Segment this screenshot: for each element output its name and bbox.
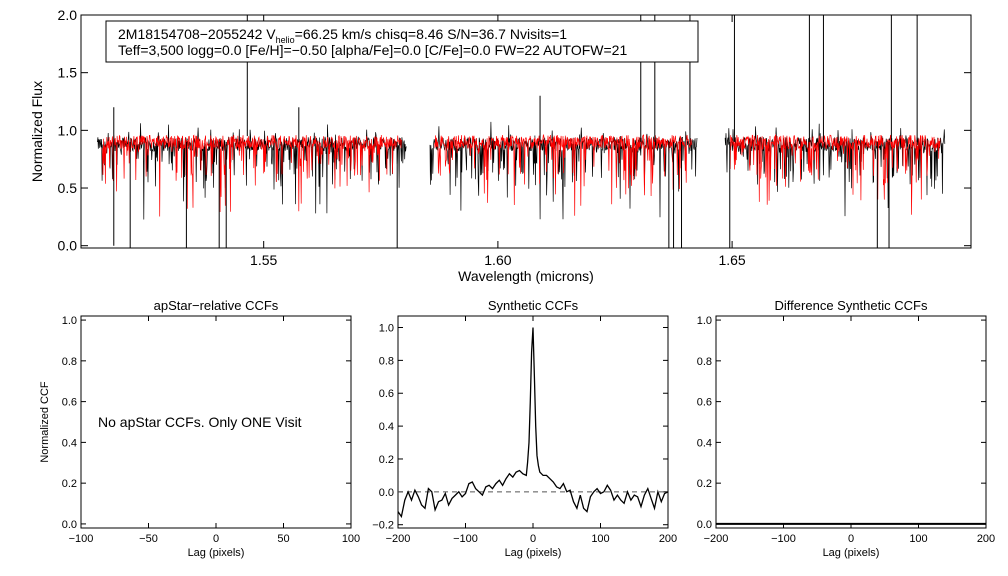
x-tick-label: 100 (591, 533, 609, 545)
annotation-line-2: Teff=3,500 logg=0.0 [Fe/H]=−0.50 [alpha/… (118, 42, 627, 58)
y-tick-label: 0.0 (697, 519, 712, 531)
y-tick-label: 0.2 (379, 454, 394, 466)
y-tick-label: −0.2 (372, 520, 394, 532)
annotation-line-1: 2M18154708−2055242 Vhelio=66.25 km/s chi… (118, 26, 567, 45)
y-tick-label: 0.8 (697, 356, 712, 368)
y-tick-label: 0.4 (62, 437, 77, 449)
x-tick-label: 0 (213, 533, 219, 545)
no-ccf-message: No apStar CCFs. Only ONE Visit (98, 414, 302, 430)
y-tick-label: 1.0 (58, 122, 78, 138)
x-tick-label: 200 (977, 533, 995, 545)
y-tick-label: 0.0 (62, 519, 77, 531)
annotation-stats: =66.25 km/s chisq=8.46 S/N=36.7 Nvisits=… (295, 26, 568, 42)
y-tick-label: 0.2 (62, 478, 77, 490)
y-tick-label: 0.6 (379, 388, 394, 400)
x-tick-label: 0 (530, 533, 536, 545)
x-axis-label: Wavelength (microns) (458, 268, 594, 284)
synthetic-spectrum-series (101, 133, 941, 217)
y-tick-label: 2.0 (58, 7, 78, 23)
y-axis-label: Normalized CCF (39, 381, 51, 463)
x-tick-label: −50 (139, 533, 158, 545)
x-tick-label: 1.65 (718, 252, 745, 268)
synthetic-spectrum-line (729, 133, 941, 215)
x-tick-label: −100 (771, 533, 796, 545)
y-tick-label: 0.4 (697, 437, 712, 449)
y-tick-label: 0.0 (379, 487, 394, 499)
annotation-box (105, 20, 699, 63)
x-tick-label: −100 (69, 533, 94, 545)
x-tick-label: −200 (386, 533, 411, 545)
difference-ccf-panel: −200 −100 0 100 200 0.0 0.2 0.4 0.6 0.8 1.0 Lag (pi… (697, 298, 995, 559)
x-axis-label: Lag (pixels) (505, 547, 562, 559)
spectrum-plot-area (97, 15, 946, 248)
synthetic-spectrum-line (101, 134, 402, 217)
annotation-subscript: helio (276, 35, 295, 45)
synthetic-ccf-panel: −200 −100 0 100 200 −0.2 0.0 0.2 0.4 0.6 0.8 1.0 Lag… (372, 298, 677, 559)
x-tick-label: 100 (909, 533, 927, 545)
x-axis-label: Lag (pixels) (823, 547, 880, 559)
annotation-star-id: 2M18154708−2055242 V (118, 26, 276, 42)
plot-frame (80, 14, 972, 249)
y-tick-label: 0.2 (697, 478, 712, 490)
y-tick-label: 1.5 (58, 65, 78, 81)
x-tick-label: −100 (453, 533, 478, 545)
y-axis-label: Normalized Flux (29, 81, 45, 182)
x-tick-label: 200 (659, 533, 677, 545)
apstar-ccf-panel: −100 −50 0 50 100 0.0 0.2 0.4 0.6 0.8 1.0 Lag (pixe… (39, 298, 360, 559)
y-tick-label: 0.0 (58, 238, 78, 254)
y-tick-label: 0.4 (379, 421, 394, 433)
panel-title: Difference Synthetic CCFs (775, 298, 928, 313)
y-tick-label: 1.0 (62, 315, 77, 327)
x-tick-label: 1.60 (484, 252, 511, 268)
x-tick-label: 100 (342, 533, 360, 545)
synthetic-spectrum-line (434, 133, 693, 216)
y-tick-label: 1.0 (379, 322, 394, 334)
x-tick-label: 50 (277, 533, 289, 545)
y-tick-label: 0.8 (379, 355, 394, 367)
x-tick-label: 1.55 (250, 252, 277, 268)
y-tick-label: 1.0 (697, 315, 712, 327)
panel-title: Synthetic CCFs (488, 298, 579, 313)
panel-title: apStar−relative CCFs (154, 298, 279, 313)
spectrum-panel: 1.55 1.60 1.65 0.0 0.5 1.0 1.5 2.0 Wavelength (m… (29, 7, 972, 284)
y-tick-label: 0.6 (62, 397, 77, 409)
x-tick-label: 0 (848, 533, 854, 545)
spectrum-annotation: 2M18154708−2055242 Vhelio=66.25 km/s chi… (105, 20, 699, 63)
x-tick-label: −200 (704, 533, 729, 545)
plot-frame (715, 315, 987, 529)
y-tick-label: 0.6 (697, 397, 712, 409)
x-axis-label: Lag (pixels) (188, 547, 245, 559)
synthetic-ccf-line (397, 327, 669, 519)
y-tick-label: 0.8 (62, 356, 77, 368)
y-tick-label: 0.5 (58, 180, 78, 196)
